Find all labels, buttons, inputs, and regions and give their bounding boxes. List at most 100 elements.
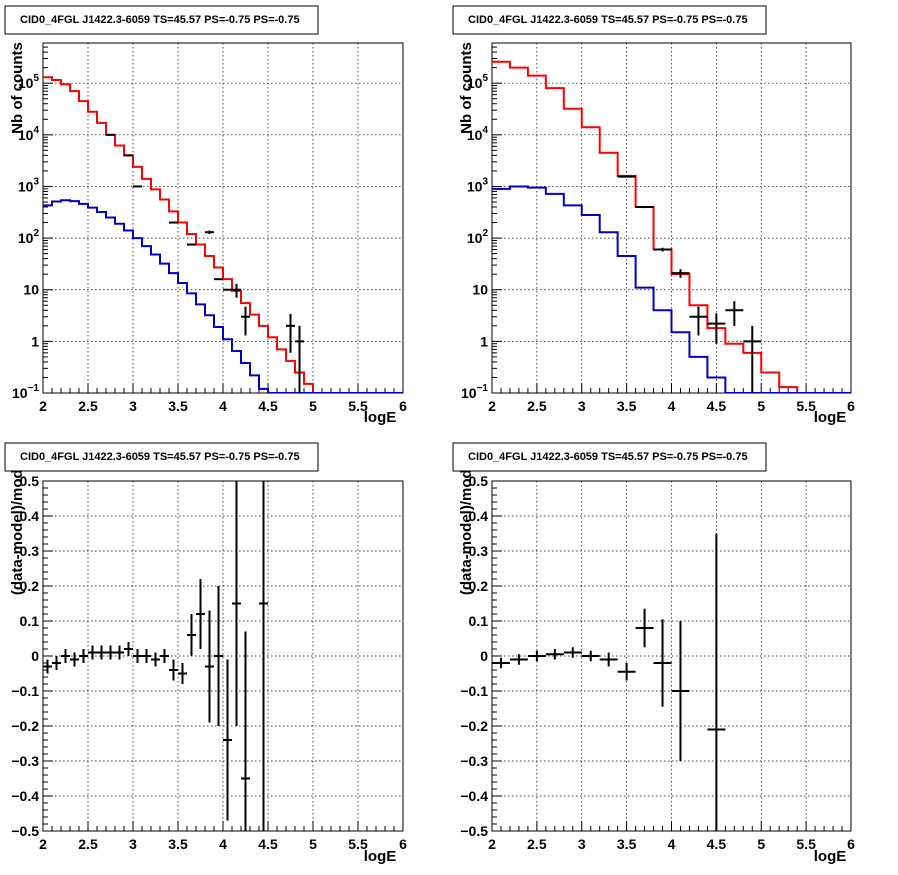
x-tick-label: 3 bbox=[129, 398, 137, 414]
chart-panel-1: 2 2.5 3 3.5 4 4.5 5 5.5 610−1110102103104105logE… bbox=[4, 5, 407, 426]
x-tick-label: 5 bbox=[757, 836, 765, 852]
data-point bbox=[689, 306, 708, 336]
x-tick-label: 2 bbox=[488, 398, 496, 414]
x-tick-label: 4.5 bbox=[707, 398, 727, 414]
y-tick-label: −0.2 bbox=[11, 718, 39, 734]
y-tick-mantissa: 10 bbox=[467, 75, 483, 91]
x-tick-label: 6 bbox=[847, 836, 855, 852]
y-tick-mantissa: 1 bbox=[480, 333, 488, 349]
y-tick-label: −0.1 bbox=[460, 683, 488, 699]
data-point bbox=[725, 301, 744, 326]
residual-point bbox=[259, 481, 268, 831]
x-tick-label: 5 bbox=[757, 398, 765, 414]
x-tick-label: 2.5 bbox=[527, 398, 547, 414]
y-tick-mantissa: 10 bbox=[467, 230, 483, 246]
x-tick-label: 6 bbox=[399, 836, 407, 852]
x-axis-title: logE bbox=[814, 409, 847, 426]
y-tick-label: 10 bbox=[472, 282, 488, 298]
chart-title: CID0_4FGL J1422.3-6059 TS=45.57 PS=-0.75… bbox=[468, 451, 748, 463]
x-tick-label: 3.5 bbox=[168, 836, 188, 852]
y-tick-exponent: −1 bbox=[28, 383, 40, 394]
y-tick-label: −0.1 bbox=[11, 683, 39, 699]
x-tick-label: 2.5 bbox=[527, 836, 547, 852]
y-tick-mantissa: 10 bbox=[18, 75, 34, 91]
residual-point bbox=[43, 659, 52, 674]
residual-point bbox=[70, 652, 79, 667]
y-tick-label: 105 bbox=[467, 73, 489, 91]
title-box bbox=[4, 442, 319, 472]
x-tick-label: 5 bbox=[309, 398, 317, 414]
x-tick-label: 2 bbox=[39, 836, 47, 852]
residual-point bbox=[241, 631, 250, 831]
data-point bbox=[295, 325, 304, 393]
y-tick-label: 10−1 bbox=[461, 383, 488, 401]
histogram-series-2 bbox=[492, 185, 851, 393]
residual-point bbox=[232, 481, 241, 726]
y-tick-exponent: 2 bbox=[33, 228, 39, 239]
residual-point bbox=[142, 649, 151, 663]
residual-point bbox=[187, 614, 196, 656]
y-tick-mantissa: 10 bbox=[18, 127, 34, 143]
y-tick-label: 104 bbox=[18, 125, 40, 143]
x-tick-label: 5 bbox=[309, 836, 317, 852]
x-tick-label: 5.5 bbox=[348, 398, 368, 414]
y-tick-label: 102 bbox=[467, 228, 489, 246]
y-tick-mantissa: 10 bbox=[18, 178, 34, 194]
y-tick-label: 0.3 bbox=[469, 543, 489, 559]
x-tick-label: 2 bbox=[39, 398, 47, 414]
data-point bbox=[743, 325, 762, 393]
x-tick-label: 4.5 bbox=[258, 836, 278, 852]
grid-lines bbox=[43, 43, 403, 393]
data-point bbox=[241, 306, 250, 336]
title-box bbox=[452, 442, 767, 472]
x-tick-label: 2.5 bbox=[78, 398, 98, 414]
data-point bbox=[232, 283, 241, 298]
residual-point bbox=[635, 608, 654, 648]
y-tick-label: 10−1 bbox=[12, 383, 39, 401]
x-tick-label: 5.5 bbox=[348, 836, 368, 852]
axis-ticks bbox=[42, 480, 404, 832]
chart-panel-3: 2 2.5 3 3.5 4 4.5 5 5.5 6 −0.5 −0.4 −0.3 −0.2 −0.1 0 0.… bbox=[4, 442, 407, 865]
data-point bbox=[133, 185, 142, 188]
y-tick-exponent: 2 bbox=[482, 228, 488, 239]
title-box bbox=[4, 5, 319, 35]
y-axis-title: Nb of counts bbox=[9, 42, 26, 134]
x-tick-label: 5.5 bbox=[796, 398, 816, 414]
x-tick-label: 6 bbox=[847, 398, 855, 414]
y-tick-label: 0.5 bbox=[469, 473, 489, 489]
residual-point bbox=[115, 645, 124, 660]
y-tick-mantissa: 10 bbox=[18, 230, 34, 246]
data-point bbox=[635, 205, 654, 209]
chart-title: CID0_4FGL J1422.3-6059 TS=45.57 PS=-0.75… bbox=[20, 14, 300, 26]
plot-content bbox=[43, 481, 268, 831]
residual-point bbox=[97, 645, 106, 660]
y-tick-label: 102 bbox=[18, 228, 40, 246]
x-tick-label: 3 bbox=[578, 836, 586, 852]
x-axis-title: logE bbox=[364, 848, 397, 865]
y-tick-label: 0.1 bbox=[20, 613, 40, 629]
chart-panel-4: 2 2.5 3 3.5 4 4.5 5 5.5 6 −0.5 −0.4 −0.3 −0.2 −0.1 0 0.… bbox=[452, 442, 855, 865]
y-tick-exponent: 3 bbox=[33, 176, 39, 187]
y-tick-label: 0.4 bbox=[469, 508, 489, 524]
y-tick-mantissa: 1 bbox=[31, 333, 39, 349]
y-tick-label: 0.3 bbox=[20, 543, 40, 559]
y-tick-mantissa: 10 bbox=[23, 282, 39, 298]
y-tick-exponent: 4 bbox=[33, 125, 39, 136]
x-tick-label: 3 bbox=[578, 398, 586, 414]
x-tick-label: 4.5 bbox=[258, 398, 278, 414]
y-tick-label: 103 bbox=[18, 176, 40, 194]
x-axis-title: logE bbox=[364, 409, 397, 426]
residual-point bbox=[581, 650, 600, 662]
y-tick-label: 0.1 bbox=[469, 613, 489, 629]
data-point bbox=[653, 247, 672, 252]
chart-panel-2: 2 2.5 3 3.5 4 4.5 5 5.5 610−1110102103104105logE… bbox=[452, 5, 855, 426]
y-tick-mantissa: 10 bbox=[12, 385, 28, 401]
y-tick-label: −0.5 bbox=[460, 823, 488, 839]
residual-point bbox=[124, 642, 133, 656]
residual-point bbox=[707, 533, 726, 831]
y-axis-title: Nb of counts bbox=[458, 42, 475, 134]
y-tick-mantissa: 10 bbox=[467, 127, 483, 143]
residual-point bbox=[205, 610, 214, 723]
chart-title: CID0_4FGL J1422.3-6059 TS=45.57 PS=-0.75… bbox=[20, 451, 300, 463]
